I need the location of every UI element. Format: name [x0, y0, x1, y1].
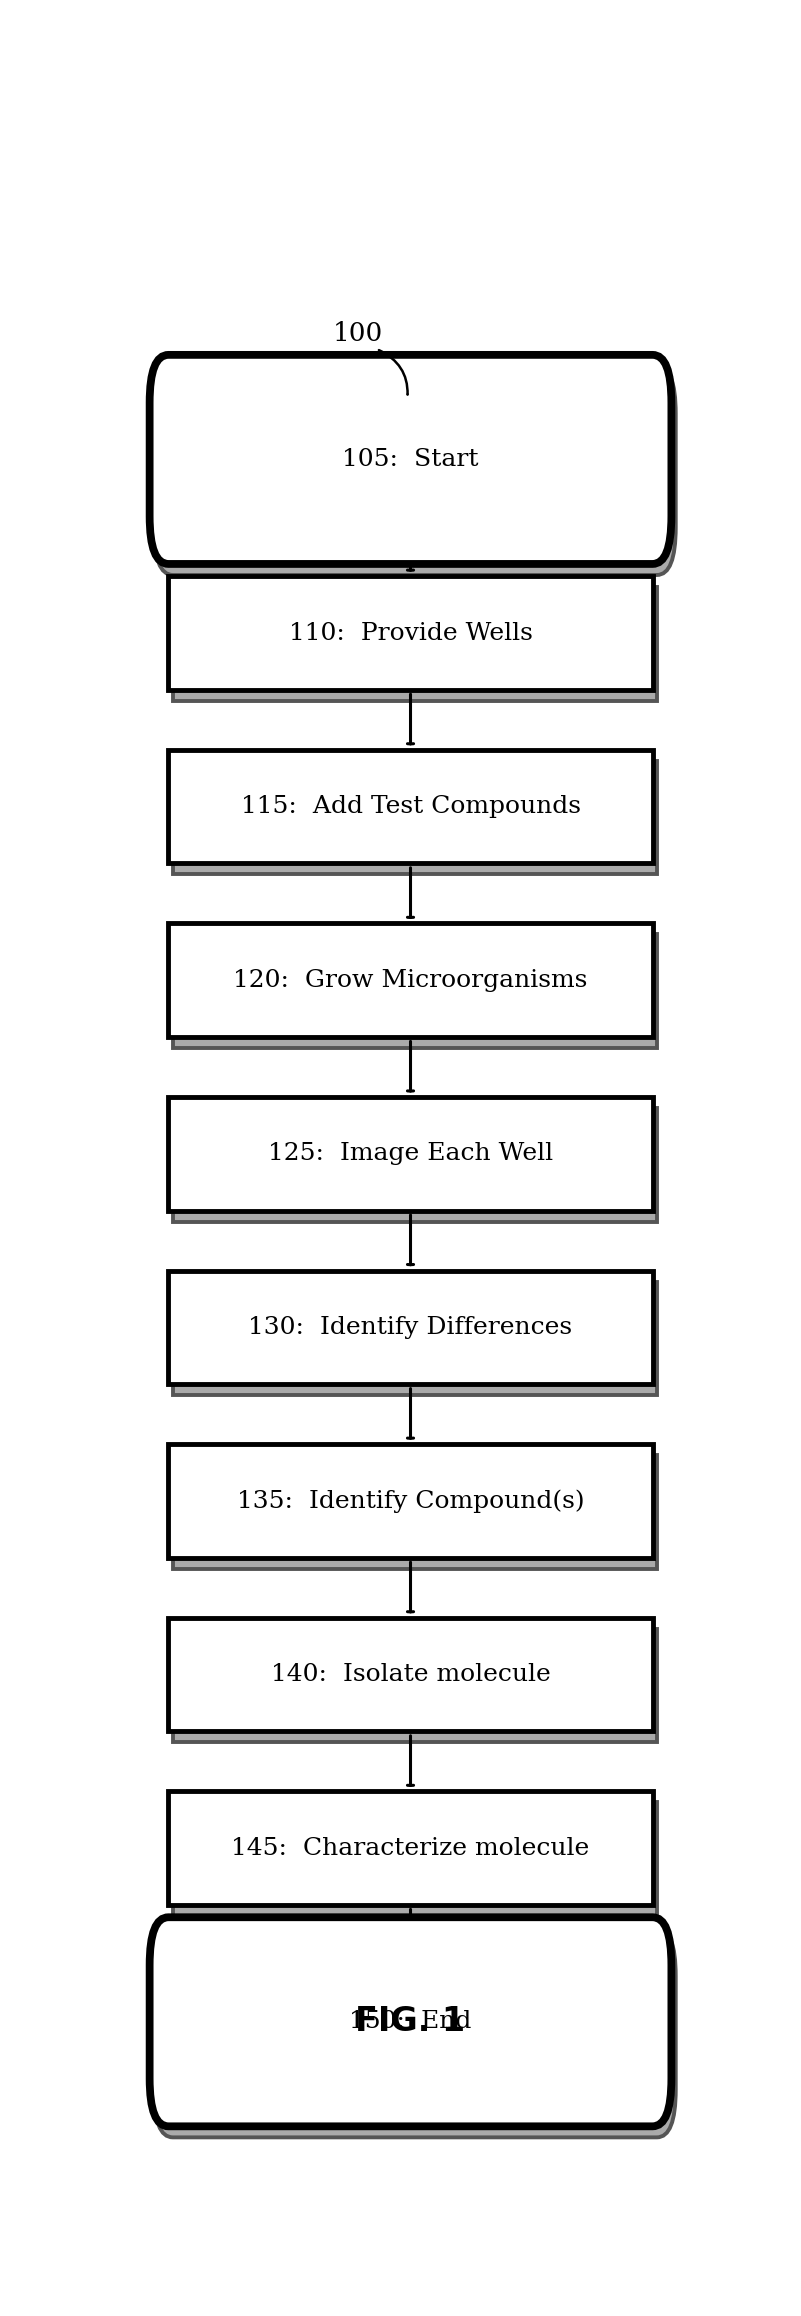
- Text: 120:  Grow Microorganisms: 120: Grow Microorganisms: [233, 968, 588, 991]
- Text: 140:  Isolate molecule: 140: Isolate molecule: [271, 1663, 550, 1686]
- Bar: [173, 588, 657, 702]
- Bar: [173, 1454, 657, 1568]
- Bar: [173, 933, 657, 1049]
- FancyBboxPatch shape: [154, 1929, 676, 2138]
- Bar: [168, 1098, 653, 1211]
- Bar: [173, 762, 657, 875]
- Text: 150:  End: 150: End: [349, 2010, 472, 2033]
- Bar: [168, 750, 653, 864]
- Bar: [173, 1281, 657, 1394]
- FancyBboxPatch shape: [154, 366, 676, 574]
- FancyBboxPatch shape: [150, 1918, 671, 2126]
- Bar: [168, 577, 653, 690]
- Bar: [168, 1619, 653, 1732]
- FancyArrowPatch shape: [379, 350, 408, 394]
- FancyBboxPatch shape: [150, 354, 671, 563]
- Bar: [168, 1445, 653, 1559]
- Text: 115:  Add Test Compounds: 115: Add Test Compounds: [240, 794, 581, 818]
- Text: 100: 100: [332, 320, 383, 345]
- Text: 135:  Identify Compound(s): 135: Identify Compound(s): [237, 1489, 584, 1512]
- Text: 125:  Image Each Well: 125: Image Each Well: [268, 1142, 553, 1165]
- Text: 130:  Identify Differences: 130: Identify Differences: [248, 1315, 573, 1339]
- Bar: [173, 1107, 657, 1221]
- Bar: [168, 924, 653, 1038]
- Text: 145:  Characterize molecule: 145: Characterize molecule: [231, 1837, 590, 1860]
- Bar: [173, 1628, 657, 1742]
- Bar: [168, 1271, 653, 1385]
- Text: 105:  Start: 105: Start: [342, 447, 479, 470]
- Bar: [173, 1802, 657, 1915]
- Text: FIG. 1: FIG. 1: [356, 2006, 465, 2038]
- Bar: [168, 1790, 653, 1906]
- Text: 110:  Provide Wells: 110: Provide Wells: [288, 621, 533, 644]
